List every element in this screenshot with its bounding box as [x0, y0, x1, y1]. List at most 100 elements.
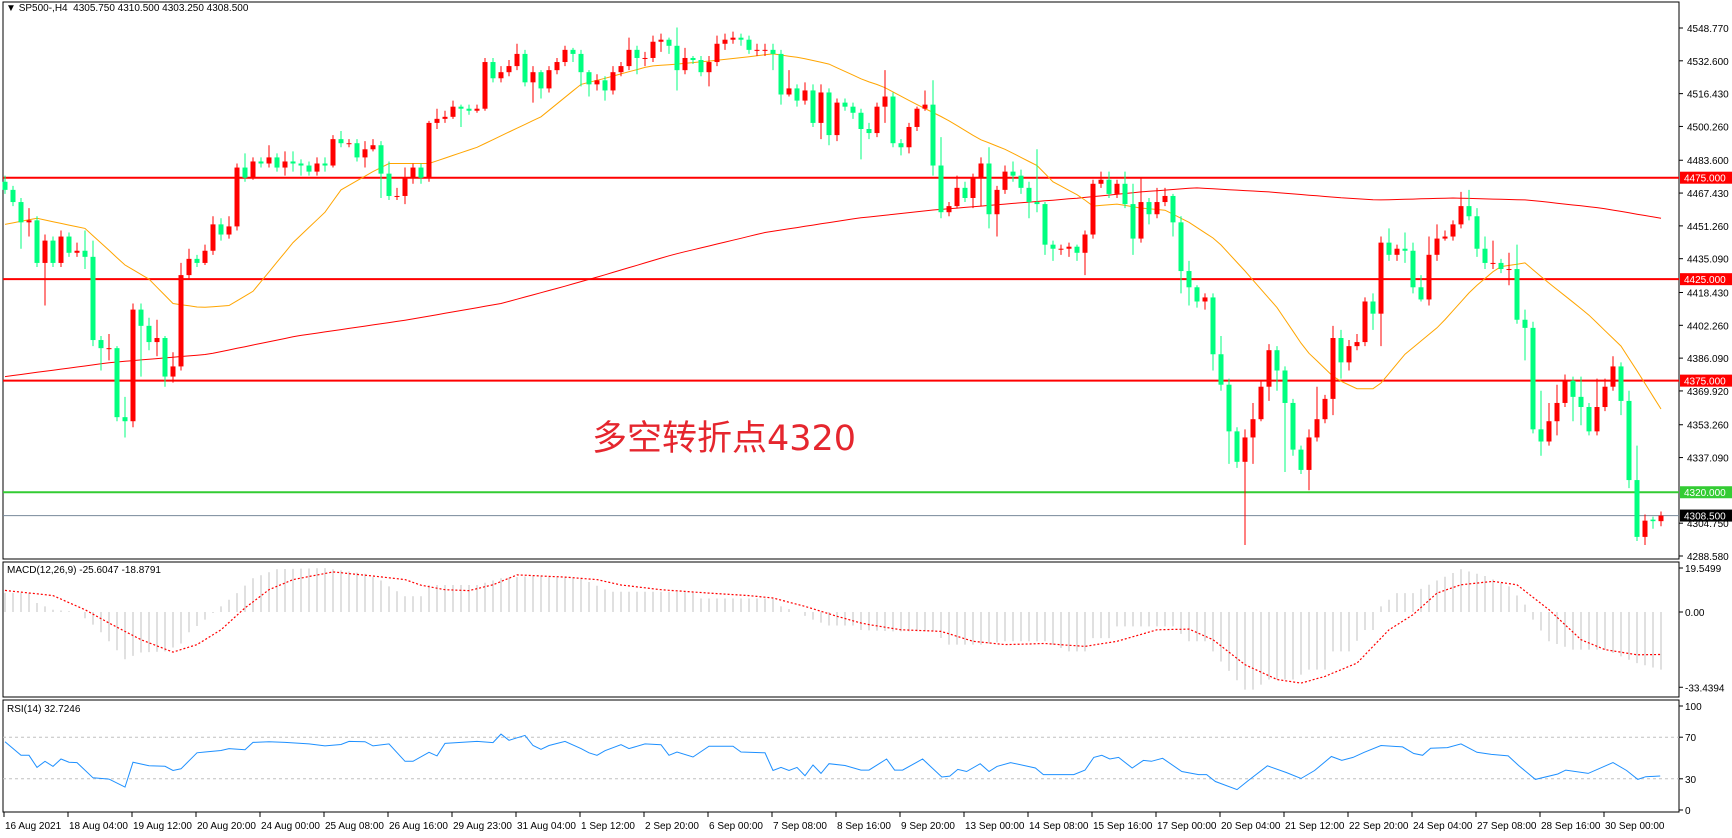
- candle-body: [1042, 204, 1048, 245]
- date-axis-label: 16 Aug 2021: [5, 821, 62, 832]
- candle-body: [202, 250, 208, 263]
- candle-body: [1418, 287, 1424, 300]
- moving-averages: [4, 53, 1662, 410]
- candle-body: [1066, 246, 1072, 249]
- candle-body: [474, 108, 480, 111]
- candle-body: [1586, 407, 1592, 432]
- candle-body: [978, 163, 984, 178]
- candle-body: [218, 224, 224, 235]
- candle-body: [1474, 216, 1480, 249]
- candle-body: [18, 202, 24, 223]
- date-axis-label: 15 Sep 16:00: [1093, 821, 1153, 832]
- candle-body: [234, 167, 240, 227]
- candle-body: [98, 340, 104, 349]
- rsi-axis-label: 70: [1685, 733, 1697, 744]
- price-axis-label: 4402.260: [1687, 321, 1729, 332]
- candle-body: [554, 62, 560, 71]
- candle-body: [1306, 437, 1312, 470]
- candle-body: [1634, 480, 1640, 537]
- candle-body: [698, 60, 704, 73]
- candle-body: [602, 80, 608, 91]
- candle-body: [210, 224, 216, 251]
- macd-signal-line: [4, 571, 1662, 684]
- candle-body: [794, 88, 800, 101]
- date-axis-label: 20 Sep 04:00: [1221, 821, 1281, 832]
- candle-body: [930, 104, 936, 166]
- level-label-box: [1680, 171, 1732, 184]
- date-axis-label: 24 Aug 00:00: [261, 821, 320, 832]
- rsi-axis-label: 30: [1685, 775, 1697, 786]
- macd-axis-label: -33.4394: [1685, 683, 1725, 694]
- candle-body: [306, 165, 312, 172]
- candle-body: [1522, 319, 1528, 328]
- ma-fast-line: [4, 53, 1662, 410]
- candle-body: [1554, 402, 1560, 422]
- candle-body: [1178, 222, 1184, 272]
- candle-body: [378, 145, 384, 174]
- candle-body: [194, 258, 200, 263]
- candle-body: [802, 90, 808, 101]
- price-axis-label: 4353.260: [1687, 421, 1729, 432]
- candle-body: [162, 338, 168, 377]
- candle-body: [714, 43, 720, 63]
- rsi-axis-label: 100: [1685, 702, 1702, 713]
- date-axis-label: 17 Sep 00:00: [1157, 821, 1217, 832]
- candle-body: [10, 189, 16, 203]
- candle-body: [1002, 171, 1008, 190]
- candle-body: [394, 195, 400, 197]
- candle-body: [1050, 244, 1056, 249]
- candle-body: [970, 177, 976, 198]
- date-axis-label: 1 Sep 12:00: [581, 821, 635, 832]
- candle-body: [1130, 204, 1136, 239]
- candle-body: [522, 53, 528, 83]
- candle-body: [2, 181, 8, 190]
- candle-body: [1514, 269, 1520, 320]
- candle-body: [1490, 262, 1496, 264]
- pivot-annotation: 多空转折点4320: [592, 419, 857, 459]
- candle-body: [370, 145, 376, 150]
- candle-body: [890, 96, 896, 144]
- price-axis-label: 4304.750: [1687, 519, 1729, 530]
- candle-body: [1626, 400, 1632, 481]
- candle-body: [914, 108, 920, 127]
- candle-body: [298, 163, 304, 166]
- price-axis-label: 4500.260: [1687, 122, 1729, 133]
- candle-body: [66, 236, 72, 253]
- candle-body: [434, 118, 440, 123]
- collapse-triangle-icon[interactable]: ▼: [6, 3, 16, 14]
- candle-body: [1218, 354, 1224, 385]
- candle-body: [1154, 202, 1160, 215]
- candle-body: [114, 348, 120, 418]
- macd-axis-label: 19.5499: [1685, 564, 1722, 575]
- candle-body: [1298, 449, 1304, 470]
- candle-body: [1538, 429, 1544, 442]
- candle-body: [954, 187, 960, 207]
- candle-body: [562, 49, 568, 63]
- candle-body: [362, 149, 368, 158]
- candle-body: [922, 104, 928, 109]
- candle-body: [882, 96, 888, 107]
- candle-body: [74, 250, 80, 253]
- date-axis-label: 22 Sep 20:00: [1349, 821, 1409, 832]
- price-axis-label: 4418.430: [1687, 288, 1729, 299]
- candle-body: [1578, 396, 1584, 408]
- candle-body: [730, 37, 736, 40]
- candle-body: [50, 240, 56, 263]
- candle-body: [1202, 297, 1208, 302]
- ohlc-close: 4308.500: [206, 3, 249, 14]
- candle-body: [1146, 202, 1152, 215]
- candle-body: [1162, 195, 1168, 203]
- candle-body: [866, 128, 872, 134]
- candle-body: [1546, 421, 1552, 442]
- candle-body: [322, 163, 328, 166]
- date-axis-label: 8 Sep 16:00: [837, 821, 891, 832]
- candle-body: [386, 173, 392, 196]
- candle-body: [1610, 366, 1616, 387]
- date-axis-label: 18 Aug 04:00: [69, 821, 128, 832]
- candle-body: [58, 236, 64, 263]
- candle-body: [1602, 386, 1608, 408]
- candle-body: [962, 187, 968, 198]
- candle-body: [338, 139, 344, 144]
- candle-body: [1074, 246, 1080, 253]
